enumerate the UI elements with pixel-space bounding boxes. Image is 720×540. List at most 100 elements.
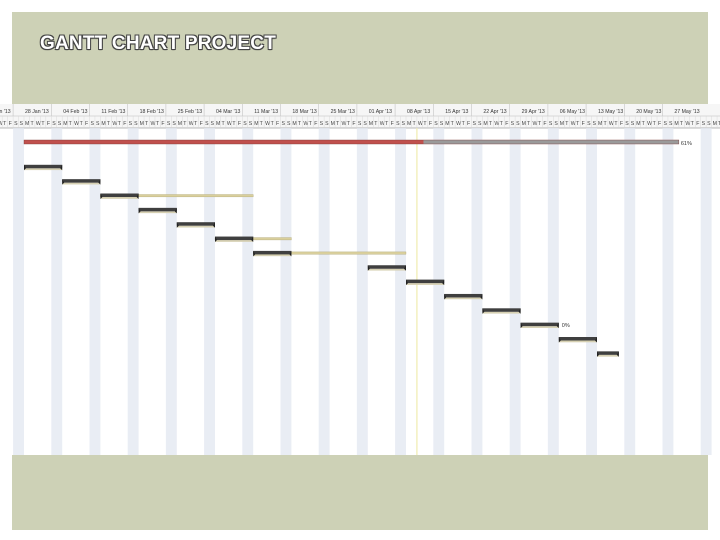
- day-letter: M: [331, 121, 335, 127]
- task-bar-start-cap: [138, 207, 141, 214]
- week-label: 18 Mar '13: [292, 109, 316, 115]
- task-bar-start-cap: [558, 337, 561, 343]
- day-letter: S: [58, 121, 62, 127]
- day-letter: M: [674, 121, 678, 127]
- day-letter: T: [298, 121, 302, 127]
- day-letter: S: [472, 121, 476, 127]
- day-letter: F: [391, 121, 394, 127]
- task-bar: [406, 279, 445, 284]
- day-letter: T: [41, 121, 45, 127]
- day-letter: T: [183, 121, 187, 127]
- task-bar-end-cap: [595, 337, 597, 343]
- day-letter: W: [418, 121, 423, 127]
- task-bar-end-cap: [60, 164, 63, 171]
- day-letter: W: [533, 121, 538, 127]
- weekend-shading: [700, 128, 712, 455]
- task-bar: [367, 265, 406, 269]
- task-bar-end-cap: [289, 250, 292, 257]
- weekend-shading: [586, 128, 597, 455]
- day-letter: F: [200, 121, 203, 127]
- task-bar-end-cap: [98, 179, 101, 185]
- day-letter: M: [636, 121, 640, 127]
- day-letter: F: [582, 121, 585, 127]
- weekend-shading: [624, 128, 636, 455]
- day-letter: S: [281, 121, 285, 127]
- day-letter: M: [101, 121, 105, 127]
- day-letter: S: [669, 121, 673, 127]
- task-bar: [520, 322, 559, 327]
- weekend-shading: [165, 128, 177, 455]
- day-letter: S: [516, 121, 520, 127]
- day-letter: W: [36, 121, 41, 127]
- day-letter: S: [167, 121, 171, 127]
- day-letter: F: [9, 121, 12, 127]
- day-letter: M: [140, 121, 144, 127]
- weekend-shading: [662, 128, 674, 455]
- day-letter: S: [707, 121, 711, 127]
- day-letter: T: [221, 121, 225, 127]
- day-letter: S: [358, 121, 362, 127]
- day-letter: S: [14, 121, 18, 127]
- task-bar-shadow: [215, 240, 254, 242]
- week-label: 13 May '13: [598, 109, 623, 115]
- day-letter: F: [429, 121, 432, 127]
- title-band: [12, 12, 708, 104]
- task-bar-end-cap: [251, 236, 254, 243]
- day-letter: T: [156, 121, 160, 127]
- day-letter: S: [320, 121, 324, 127]
- task-bar-shadow: [138, 211, 177, 214]
- week-label: 25 Feb '13: [178, 109, 202, 115]
- day-letter: M: [522, 121, 526, 127]
- day-letter: W: [303, 121, 308, 127]
- day-letter: S: [363, 121, 367, 127]
- day-letter: W: [494, 121, 499, 127]
- day-letter: S: [325, 121, 329, 127]
- day-letter: T: [565, 121, 569, 127]
- day-letter: T: [423, 121, 427, 127]
- day-letter: S: [587, 121, 591, 127]
- day-letter: T: [603, 121, 607, 127]
- day-letter: T: [3, 121, 7, 127]
- task-bar-start-cap: [444, 293, 447, 300]
- week-label: 29 Apr '13: [522, 109, 545, 115]
- slide-title: GANTT CHART PROJECT: [40, 33, 277, 54]
- task-bar-start-cap: [597, 351, 599, 357]
- day-letter: T: [412, 121, 416, 127]
- day-letter: M: [178, 121, 182, 127]
- day-letter: W: [647, 121, 652, 127]
- task-bar-shadow: [62, 182, 101, 185]
- day-letter: T: [614, 121, 618, 127]
- day-letter: M: [369, 121, 373, 127]
- weekend-shading: [51, 128, 63, 455]
- task-bar-shadow: [406, 283, 445, 285]
- day-letter: M: [25, 121, 29, 127]
- gantt-svg: 21 Jan '13 28 Jan '13 04 Feb '13 11 Feb '13…: [0, 104, 720, 455]
- day-letter: W: [112, 121, 117, 127]
- day-letter: T: [80, 121, 84, 127]
- day-letter: S: [211, 121, 215, 127]
- day-letter: T: [107, 121, 111, 127]
- day-letter: S: [243, 121, 247, 127]
- day-letter: W: [74, 121, 79, 127]
- task-bar-shadow: [24, 168, 63, 171]
- day-letter: S: [52, 121, 56, 127]
- task-bar-end-cap: [616, 351, 619, 357]
- task-bar: [100, 193, 139, 197]
- day-letter: T: [30, 121, 34, 127]
- day-letter: M: [292, 121, 296, 127]
- day-letter: W: [685, 121, 690, 127]
- day-letter: S: [172, 121, 176, 127]
- task-label: 0%: [562, 323, 570, 329]
- week-label: 18 Feb '13: [140, 109, 164, 115]
- day-letter: W: [380, 121, 385, 127]
- day-letter: F: [123, 121, 126, 127]
- summary-progress-bar: [24, 140, 424, 144]
- weekend-shading: [547, 128, 559, 455]
- week-label: 04 Feb '13: [63, 109, 87, 115]
- task-bar: [24, 164, 63, 169]
- day-letter: M: [407, 121, 411, 127]
- day-letter: T: [538, 121, 542, 127]
- task-bar-shadow: [482, 311, 521, 314]
- day-letter: M: [560, 121, 564, 127]
- task-bar-start-cap: [482, 308, 485, 314]
